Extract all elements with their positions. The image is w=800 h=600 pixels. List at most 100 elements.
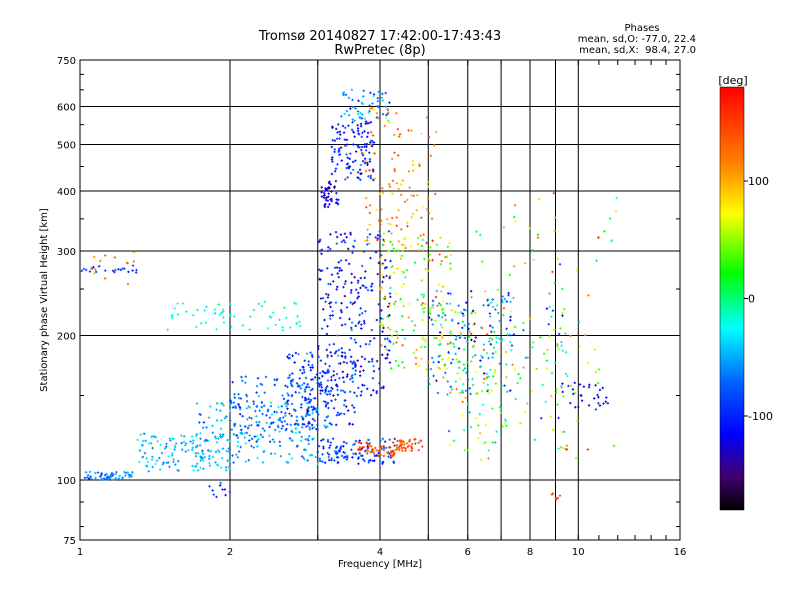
data-point [104, 254, 107, 257]
data-point [311, 387, 314, 391]
data-point [376, 96, 380, 100]
data-point [181, 302, 185, 305]
data-point [174, 442, 178, 445]
data-point [578, 345, 582, 348]
data-point [97, 265, 101, 268]
data-point [427, 361, 430, 364]
data-point [356, 110, 360, 113]
data-point [369, 139, 373, 142]
data-point [365, 142, 369, 146]
data-point [546, 348, 549, 351]
data-point [371, 377, 375, 380]
data-point [359, 276, 363, 280]
data-point [241, 379, 244, 382]
data-point [553, 229, 556, 233]
data-point [350, 289, 353, 292]
data-point [281, 329, 285, 332]
data-point [346, 156, 349, 159]
data-point [212, 493, 215, 496]
data-point [370, 130, 373, 134]
data-point [364, 342, 368, 346]
data-point [383, 345, 387, 348]
data-point [351, 251, 354, 254]
data-point [357, 456, 361, 459]
data-point [340, 310, 343, 314]
data-point [496, 288, 500, 292]
data-point [353, 135, 356, 138]
data-point [366, 131, 370, 135]
data-point [249, 315, 252, 318]
data-point [349, 301, 352, 304]
data-point [598, 404, 602, 407]
data-point [362, 319, 366, 323]
data-point [359, 178, 362, 181]
data-point [489, 324, 492, 327]
data-point [523, 262, 527, 265]
data-point [564, 332, 567, 335]
data-point [437, 302, 441, 305]
data-point [339, 446, 342, 450]
data-point [357, 99, 360, 102]
data-point [317, 345, 320, 348]
data-point [377, 367, 381, 370]
data-point [332, 394, 335, 397]
data-point [345, 306, 349, 309]
data-point [308, 393, 312, 396]
data-point [392, 342, 395, 346]
data-point [363, 459, 366, 463]
data-point [256, 377, 260, 380]
data-point [349, 360, 352, 363]
data-point [597, 402, 600, 405]
data-point [368, 158, 372, 161]
data-point [435, 130, 438, 134]
data-point [319, 371, 322, 375]
data-point [457, 366, 461, 370]
data-point [557, 416, 560, 420]
data-point [336, 266, 339, 269]
data-point [191, 465, 195, 468]
data-point [198, 444, 202, 447]
data-point [615, 196, 618, 200]
data-point [194, 465, 197, 468]
data-point [469, 425, 473, 429]
data-point [240, 428, 243, 432]
data-point [292, 408, 296, 411]
data-point [386, 326, 390, 329]
data-point [381, 324, 385, 327]
data-point [117, 477, 120, 480]
data-point [369, 339, 372, 343]
data-point [415, 348, 418, 352]
data-point [231, 406, 235, 409]
data-point [349, 107, 352, 110]
data-point [371, 282, 374, 285]
data-point [311, 411, 314, 415]
data-point [86, 476, 89, 479]
data-point [323, 191, 326, 195]
data-point [228, 466, 231, 470]
data-point [300, 435, 304, 439]
data-point [559, 446, 563, 449]
data-point [440, 326, 444, 329]
data-point [295, 445, 299, 448]
data-point [562, 447, 566, 450]
data-point [402, 282, 405, 286]
data-point [324, 187, 327, 190]
data-point [219, 481, 222, 485]
data-point [366, 235, 369, 239]
data-point [293, 423, 297, 426]
data-point [321, 453, 324, 456]
data-point [358, 370, 362, 373]
data-point [330, 145, 333, 149]
data-point [416, 243, 420, 246]
data-point [228, 446, 231, 450]
data-point [462, 308, 466, 311]
data-point [482, 304, 485, 307]
data-point [420, 303, 423, 307]
data-point [465, 340, 469, 344]
data-point [597, 236, 600, 239]
data-point [455, 387, 458, 391]
data-point [342, 360, 346, 364]
data-point [461, 320, 465, 323]
data-point [215, 408, 218, 411]
